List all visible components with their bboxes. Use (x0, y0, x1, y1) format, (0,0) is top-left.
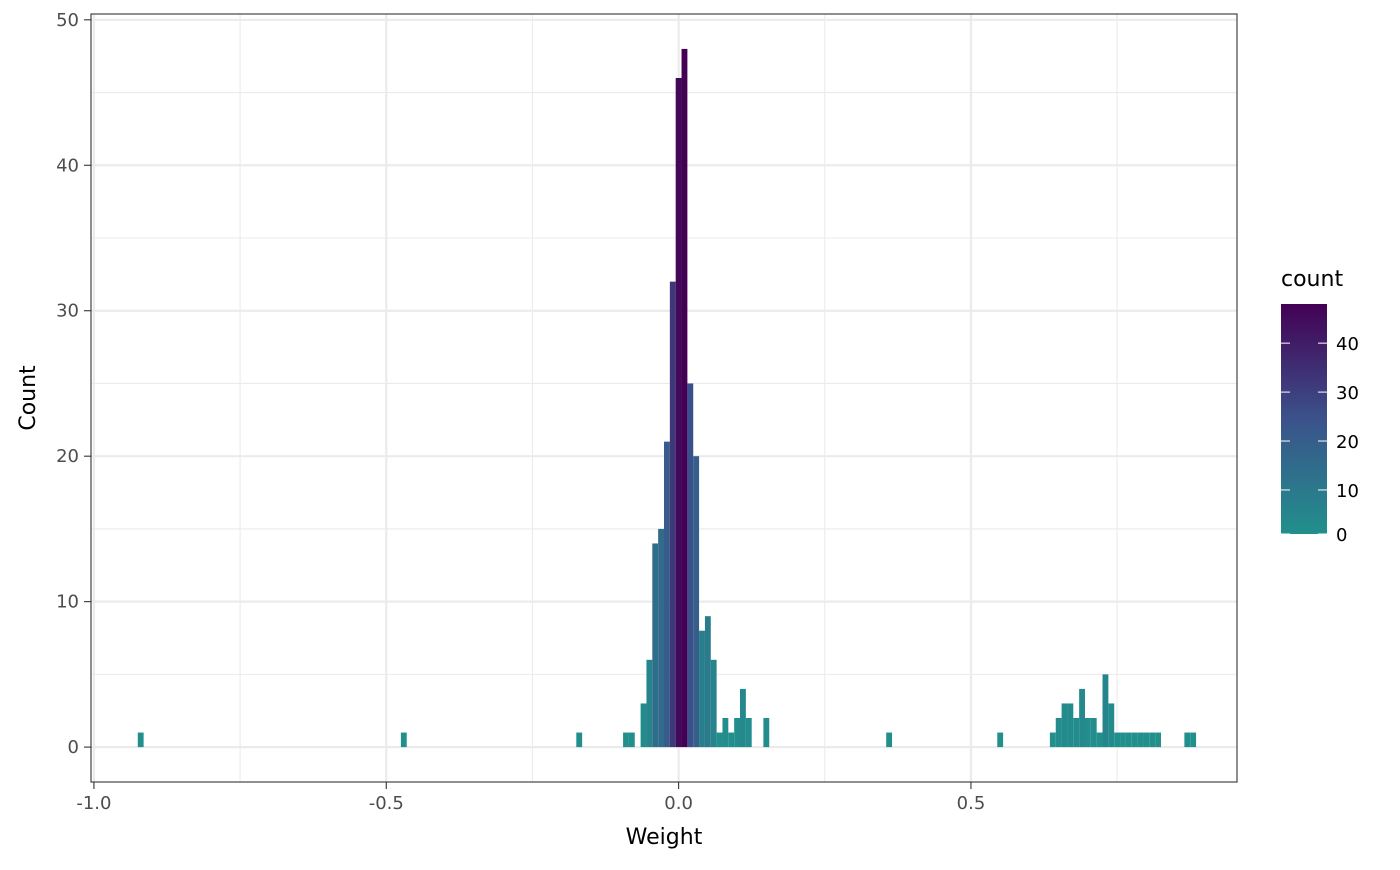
histogram-bar (137, 732, 144, 748)
histogram-bars (137, 48, 1197, 748)
legend-tick-label: 10 (1336, 481, 1359, 502)
histogram-bar (623, 732, 629, 748)
legend-title: count (1281, 267, 1343, 292)
histogram-bar (628, 732, 635, 748)
legend-tick-label: 40 (1336, 334, 1359, 355)
y-tick-label: 50 (56, 10, 79, 31)
histogram-bar (734, 718, 741, 748)
histogram-bar (710, 659, 717, 748)
panel-border (90, 13, 1238, 783)
histogram-bar (1073, 718, 1080, 748)
histogram-bar (652, 543, 659, 748)
y-tick-label: 20 (56, 446, 79, 467)
histogram-bar (1108, 703, 1115, 748)
histogram-bar (722, 718, 729, 748)
histogram-bar (1061, 703, 1068, 748)
histogram-bar (576, 732, 583, 748)
y-tick-label: 40 (56, 155, 79, 176)
histogram-bar (1131, 732, 1138, 748)
y-axis-ticks: 0 10 20 30 40 50 (56, 10, 91, 758)
histogram-bar (745, 718, 752, 748)
x-tick-label: 0.5 (957, 793, 986, 814)
histogram-bar (1096, 732, 1103, 748)
histogram-bar (740, 688, 746, 748)
y-tick-label: 30 (56, 301, 79, 322)
histogram-bar (1090, 718, 1097, 748)
legend-tick-label: 20 (1336, 432, 1359, 453)
histogram-bar (1143, 732, 1150, 748)
histogram-bar (886, 732, 893, 748)
histogram-bar (1114, 732, 1121, 748)
histogram-bar (675, 78, 682, 748)
histogram-bar (640, 703, 647, 748)
color-legend: count 0 10 20 30 40 (1281, 267, 1359, 546)
histogram-bar (1149, 732, 1156, 748)
y-tick-label: 10 (56, 592, 79, 613)
legend-tick-label: 0 (1336, 525, 1347, 546)
histogram-bar (704, 616, 711, 748)
histogram-bar (728, 732, 735, 748)
histogram-bar (687, 383, 694, 748)
histogram-bar (1155, 732, 1161, 748)
x-axis-title: Weight (626, 825, 703, 850)
x-tick-label: -0.5 (369, 793, 404, 814)
histogram-bar (681, 48, 688, 748)
histogram-bar (997, 732, 1004, 748)
histogram-bar (716, 732, 723, 748)
histogram-bar (1137, 732, 1144, 748)
histogram-bar (1049, 732, 1056, 748)
x-axis-ticks: -1.0 -0.5 0.0 0.5 (76, 782, 985, 814)
histogram-bar (400, 732, 407, 748)
histogram-bar (664, 441, 670, 748)
histogram-bar (1102, 674, 1109, 748)
histogram-bar (658, 528, 664, 748)
histogram-bar (1055, 718, 1062, 748)
histogram-bar (763, 718, 770, 748)
histogram-bar (1125, 732, 1132, 748)
histogram-bar (699, 630, 705, 748)
x-tick-label: -1.0 (76, 793, 111, 814)
histogram-bar (1079, 688, 1085, 748)
x-tick-label: 0.0 (664, 793, 693, 814)
histogram-bar (669, 281, 676, 748)
legend-ticks: 0 10 20 30 40 (1281, 334, 1359, 546)
y-axis-title: Count (16, 365, 41, 431)
histogram-bar (1190, 732, 1197, 748)
histogram-bar (1184, 732, 1191, 748)
legend-colorbar (1281, 304, 1327, 534)
histogram-bar (693, 456, 700, 748)
histogram-bar (1067, 703, 1074, 748)
histogram-bar (646, 659, 653, 748)
y-tick-label: 0 (68, 737, 79, 758)
legend-tick-label: 30 (1336, 383, 1359, 404)
histogram-bar (1084, 718, 1091, 748)
histogram-bar (1120, 732, 1126, 748)
